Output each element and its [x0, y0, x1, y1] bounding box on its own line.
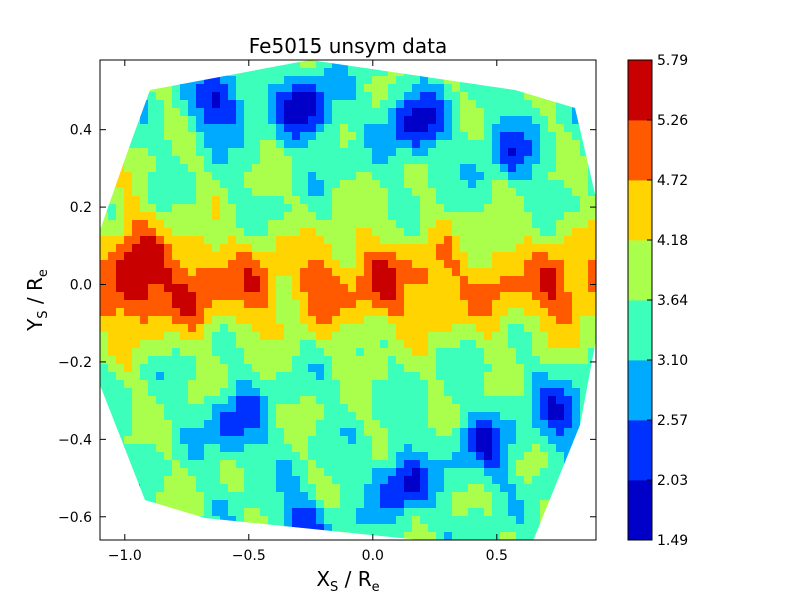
chart-title: Fe5015 unsym data: [249, 34, 447, 58]
x-axis-label-sep: / R: [338, 567, 371, 591]
colorbar-tick-label: 3.10: [657, 353, 688, 369]
x-tick-label: −1.0: [108, 548, 142, 564]
colorbar-tick-label: 1.49: [657, 533, 688, 549]
y-axis: −0.6 −0.4 −0.2 0.0 0.2 0.4: [58, 123, 596, 526]
y-tick-label: −0.2: [58, 355, 92, 371]
colorbar-segment: [628, 120, 652, 181]
colorbar-segment: [628, 480, 652, 541]
x-axis-label-main: X: [316, 567, 330, 591]
y-tick-label: −0.6: [58, 510, 92, 526]
colorbar-tick-label: 2.57: [657, 413, 688, 429]
x-tick-label: 0.0: [362, 548, 384, 564]
colorbar-labels: 1.49 2.03 2.57 3.10 3.64 4.18 4.72 5.26 5.79: [647, 53, 688, 549]
colorbar-segment: [628, 300, 652, 361]
colorbar-tick-label: 4.72: [657, 173, 688, 189]
colorbar: [627, 59, 653, 541]
colorbar-segment: [628, 420, 652, 481]
y-axis-label: YS / Re: [23, 269, 51, 332]
y-tick-label: 0.4: [70, 123, 92, 139]
colorbar-tick-label: 5.26: [657, 113, 688, 129]
y-axis-label-sep: / R: [23, 277, 47, 310]
colorbar-segment: [628, 240, 652, 301]
x-tick-label: −0.5: [232, 548, 266, 564]
x-tick-label: 0.5: [486, 548, 508, 564]
contour-field: [100, 60, 596, 541]
plot-frame: [99, 59, 597, 541]
y-axis-label-main: Y: [23, 318, 47, 332]
colorbar-segment: [628, 360, 652, 421]
colorbar-tick-label: 2.03: [657, 473, 688, 489]
x-axis-label: XS / Re: [316, 567, 379, 595]
y-axis-label-sub: S: [36, 310, 51, 318]
y-tick-label: 0.2: [70, 200, 92, 216]
y-axis-label-unit-sub: e: [36, 269, 51, 277]
x-axis-label-sub: S: [330, 580, 338, 595]
colorbar-tick-label: 3.64: [657, 293, 688, 309]
y-tick-label: −0.4: [58, 432, 92, 448]
x-axis: −1.0 −0.5 0.0 0.5: [108, 60, 508, 564]
colorbar-segment: [628, 60, 652, 121]
x-axis-label-unit-sub: e: [372, 580, 380, 595]
colorbar-tick-label: 5.79: [657, 53, 688, 69]
colorbar-segment: [628, 180, 652, 241]
colorbar-tick-label: 4.18: [657, 233, 688, 249]
y-tick-label: 0.0: [70, 278, 92, 294]
